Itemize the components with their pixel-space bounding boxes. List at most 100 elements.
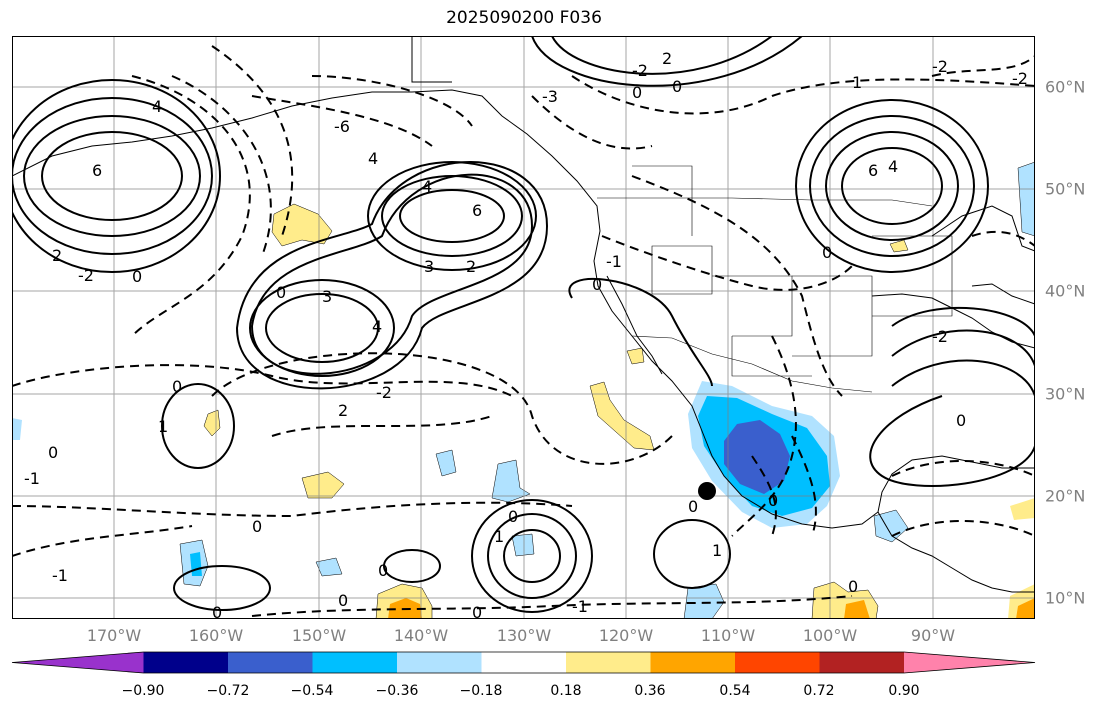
contour-label: 0 (378, 561, 388, 580)
contour-label: -2 (1012, 69, 1028, 88)
contour-label: 0 (508, 507, 518, 526)
positive-anomaly-south-100w-core (844, 600, 870, 619)
lon-label: 90°W (910, 626, 956, 645)
colorbar-swatch (904, 652, 1035, 673)
colorbar-tick-label: −0.90 (121, 683, 165, 699)
colorbar-tick-label: 0.18 (550, 683, 582, 699)
contour-label: 2 (52, 246, 62, 265)
positive-anomaly-great-lakes (889, 239, 909, 253)
contour-label: 0 (956, 411, 966, 430)
contour-label: 4 (888, 157, 898, 176)
lon-label: 160°W (188, 626, 244, 645)
lat-label: 50°N (1045, 179, 1086, 199)
contour-label: 0 (252, 517, 262, 536)
contour-label: -2 (932, 57, 948, 76)
contour-label: 2 (662, 49, 672, 68)
positive-anomaly-hawaii (203, 409, 221, 437)
contour-label: 4 (422, 177, 432, 196)
contour-label: 0 (632, 83, 642, 102)
contour-lines-dashed (12, 45, 1035, 617)
contour-labels: 2 -2 4 6 0 4 6 3 2 0 3 4 2 -2 4 -6 -3 -2… (24, 49, 1028, 619)
map-panel: 2 -2 4 6 0 4 6 3 2 0 3 4 2 -2 4 -6 -3 -2… (12, 36, 1035, 619)
contour-label: 3 (322, 287, 332, 306)
colorbar-swatch (566, 652, 651, 673)
contour-label: 0 (48, 443, 58, 462)
negative-anomaly-south-140w-blue (315, 557, 343, 577)
colorbar-swatch (312, 652, 398, 673)
colorbar-tick-label: −0.36 (375, 683, 419, 699)
colorbar-outline (11, 651, 1036, 674)
contour-label: 0 (212, 603, 222, 619)
contour-label: 3 (424, 257, 434, 276)
positive-anomaly-subtropical (301, 471, 345, 499)
contour-label: -1 (24, 469, 40, 488)
lon-label: 130°W (496, 626, 552, 645)
contour-label: -6 (334, 117, 350, 136)
colorbar-tick-label: −0.54 (290, 683, 334, 699)
map-title: 2025090200 F036 (446, 8, 602, 28)
map-border (12, 36, 1035, 619)
colorbar-tick-label: 0.90 (888, 683, 920, 699)
positive-anomaly-baja (626, 347, 645, 365)
contour-label: 0 (768, 491, 778, 510)
negative-anomaly-west-edge (12, 418, 22, 440)
contour-label: -2 (376, 383, 392, 402)
lon-label: 150°W (291, 626, 347, 645)
negative-anomaly-central-pacific (435, 449, 457, 477)
colorbar-swatch (650, 652, 736, 673)
contour-label: 1 (712, 541, 722, 560)
contour-label: 4 (368, 149, 378, 168)
contour-label: 6 (92, 161, 102, 180)
contour-label: 6 (868, 161, 878, 180)
contour-label: 1 (158, 417, 168, 436)
negative-anomaly-mexico-core (724, 420, 790, 494)
contour-label: 0 (822, 243, 832, 262)
colorbar-swatch (397, 652, 482, 673)
contour-label: 0 (472, 603, 482, 619)
lon-label: 100°W (802, 626, 858, 645)
contour-label: -3 (542, 87, 558, 106)
contour-label: 0 (132, 267, 142, 286)
colorbar-swatch (481, 652, 567, 673)
colorbar-swatch (228, 652, 313, 673)
colorbar-swatch (143, 652, 229, 673)
contour-label: -1 (52, 566, 68, 585)
negative-anomaly-caribbean (873, 509, 909, 543)
contour-label: 4 (372, 317, 382, 336)
contour-label: 2 (338, 401, 348, 420)
negative-anomaly-south-central (511, 533, 535, 557)
colorbar (11, 651, 1036, 674)
contour-label: 0 (592, 275, 602, 294)
contour-label: -2 (632, 61, 648, 80)
contour-label: 0 (688, 497, 698, 516)
contour-label: -2 (78, 266, 94, 285)
negative-anomaly-south-110w (683, 583, 725, 619)
contour-label: 4 (152, 97, 162, 116)
lat-label: 40°N (1045, 281, 1086, 301)
colorbar-tick-label: −0.72 (206, 683, 250, 699)
contour-label: 0 (338, 591, 348, 610)
colorbar-swatch (735, 652, 820, 673)
lat-label: 10°N (1045, 588, 1086, 608)
lon-label: 110°W (700, 626, 756, 645)
lat-label: 30°N (1045, 384, 1086, 404)
colorbar-swatches (11, 651, 1036, 674)
contour-lines (12, 36, 1035, 613)
positive-anomaly-gulf-edge (1010, 498, 1035, 520)
colorbar-swatch (819, 652, 905, 673)
contour-label: 0 (672, 77, 682, 96)
contour-label: -1 (606, 252, 622, 271)
contour-label: 6 (472, 201, 482, 220)
contour-label: -2 (932, 327, 948, 346)
lon-label: 120°W (598, 626, 654, 645)
negative-anomaly-east-coast (1017, 161, 1035, 237)
negative-anomaly-central-pacific-2 (491, 459, 531, 503)
positive-anomaly-pacific-center (589, 381, 655, 451)
contour-label: 0 (172, 377, 182, 396)
contour-label: 1 (852, 73, 862, 92)
negative-anomaly-south-west-core (190, 552, 202, 576)
colorbar-swatch (12, 652, 144, 673)
lat-label: 60°N (1045, 77, 1086, 97)
lon-label: 140°W (393, 626, 449, 645)
colorbar-tick-label: 0.54 (719, 683, 751, 699)
